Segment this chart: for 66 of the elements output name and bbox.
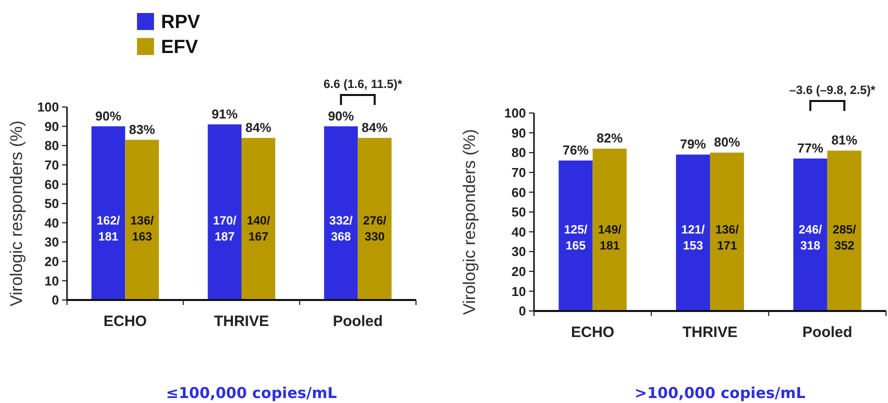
y-tick-label: 50 (44, 196, 59, 212)
data-label: 76% (562, 142, 590, 158)
x-tick-label: Pooled (332, 313, 383, 330)
x-tick-label: ECHO (103, 313, 148, 330)
y-tick-label: 80 (44, 138, 59, 154)
y-tick-label: 20 (512, 264, 526, 279)
y-tick-label: 90 (44, 118, 59, 134)
data-label: 80% (714, 134, 740, 150)
text: –3.6 (–9.8, 2.5)* (789, 83, 876, 97)
y-tick-label: 80 (512, 145, 526, 160)
annotation: 170/187 (212, 213, 237, 244)
annotation: 276/330 (363, 213, 388, 244)
annotation: 162/181 (96, 213, 121, 244)
x-tick-label: ECHO (570, 324, 615, 341)
annotation: 285/352 (832, 222, 857, 253)
y-axis-title: Virologic responders (%) (460, 129, 479, 315)
y-tick-label: 40 (512, 224, 526, 240)
text: >100,000 copies/mL (634, 384, 806, 402)
data-label: 81% (831, 132, 858, 148)
data-label: 84% (245, 120, 272, 135)
bar (91, 126, 126, 300)
data-label: 82% (596, 130, 624, 146)
y-axis-title: Virologic responders (%) (7, 120, 26, 306)
legend-label: RPV (161, 12, 200, 33)
y-tick-label: 30 (44, 234, 59, 250)
y-tick-label: 10 (44, 273, 59, 288)
y-tick-label: 30 (512, 244, 526, 260)
bar (324, 126, 358, 300)
data-label: 79% (680, 136, 706, 152)
annotation: 121/153 (681, 222, 706, 253)
bar (358, 138, 392, 300)
annotation: 125/165 (564, 222, 588, 253)
annotation: 246/318 (798, 222, 823, 253)
annotation: 332/368 (329, 213, 354, 244)
y-tick-label: 50 (512, 204, 526, 220)
y-tick-label: 20 (44, 254, 59, 269)
y-tick-label: 60 (512, 184, 526, 200)
text: ≤100,000 copies/mL (166, 384, 338, 402)
bar (208, 124, 242, 300)
data-label: 84% (362, 120, 388, 135)
legend-label: EFV (161, 37, 198, 58)
data-label: 90% (95, 108, 122, 124)
y-tick-label: 0 (52, 292, 59, 308)
annotation: 136/171 (715, 222, 740, 253)
annotation: 149/181 (598, 222, 622, 253)
data-label: 77% (797, 140, 824, 156)
y-tick-label: 70 (44, 157, 59, 172)
bar (242, 138, 276, 300)
data-label: 83% (129, 122, 156, 137)
annotation: 136/163 (130, 213, 154, 244)
y-tick-label: 0 (518, 304, 526, 319)
bar (125, 140, 159, 300)
data-label: 90% (328, 108, 354, 124)
y-tick-label: 90 (512, 125, 526, 140)
y-tick-label: 40 (44, 215, 59, 230)
y-tick-label: 10 (512, 284, 526, 299)
y-tick-label: 70 (512, 164, 526, 180)
data-label: 91% (212, 106, 238, 122)
x-tick-label: THRIVE (682, 324, 738, 341)
x-tick-label: Pooled (802, 324, 852, 341)
y-tick-label: 100 (504, 106, 526, 121)
y-tick-label: 60 (44, 176, 59, 192)
y-tick-label: 100 (37, 100, 59, 115)
annotation: 140/167 (246, 213, 271, 244)
x-tick-label: THRIVE (214, 313, 270, 330)
text: 6.6 (1.6, 11.5)* (323, 77, 403, 91)
